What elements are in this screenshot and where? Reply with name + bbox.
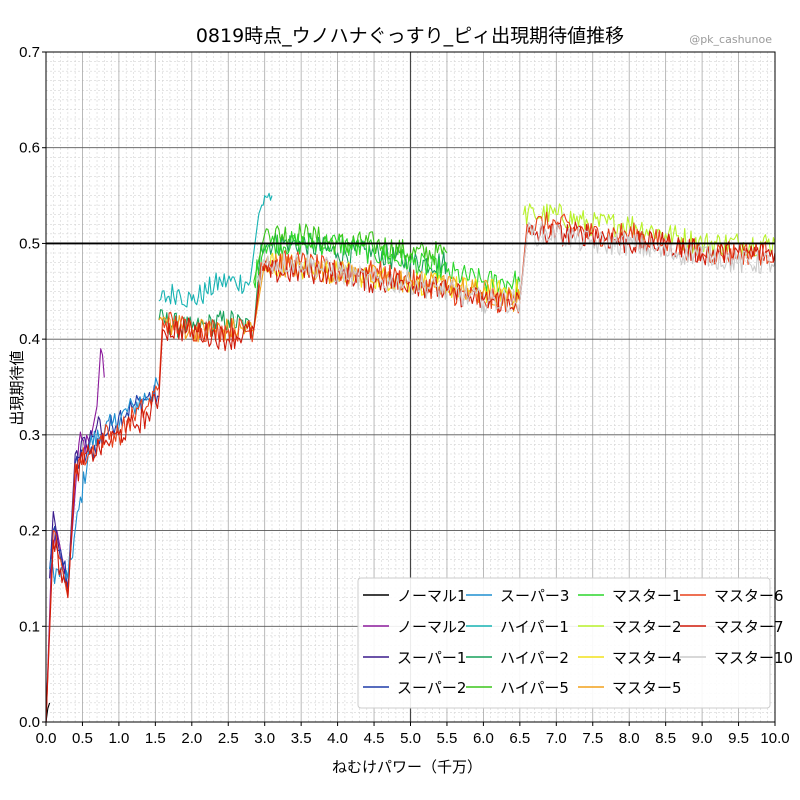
x-tick-label: 8.0 — [619, 730, 640, 747]
legend-item: スーパー3 — [466, 587, 569, 605]
y-tick-label: 0.7 — [19, 44, 40, 61]
x-tick-label: 1.5 — [145, 730, 166, 747]
x-tick-label: 5.5 — [437, 730, 458, 747]
legend-label: スーパー3 — [500, 587, 569, 605]
legend-label: マスター5 — [612, 679, 682, 697]
x-tick-label: 3.5 — [291, 730, 312, 747]
x-axis-label: ねむけパワー（千万） — [332, 758, 482, 776]
x-axis-ticks: 0.0 0.5 1.0 1.5 2.0 2.5 3.0 3.5 4.0 4.5 5.0 5.5 6.0 6… — [36, 722, 790, 747]
y-axis-ticks: 0.0 0.1 0.2 0.3 0.4 0.5 0.6 0.7 — [19, 44, 46, 731]
series-line-14 — [256, 221, 776, 314]
x-tick-label: 5.0 — [400, 730, 421, 747]
legend-item: マスター7 — [680, 618, 784, 636]
series-layer — [45, 192, 776, 723]
x-tick-label: 6.0 — [473, 730, 494, 747]
x-tick-label: 1.0 — [108, 730, 129, 747]
chart-credit: @pk_cashunoe — [689, 33, 772, 46]
legend-label: ハイパー5 — [500, 679, 569, 697]
y-tick-label: 0.0 — [19, 714, 40, 731]
y-tick-label: 0.6 — [19, 140, 40, 157]
legend-item: ノーマル2 — [363, 618, 467, 636]
legend-label: スーパー1 — [397, 649, 466, 667]
y-tick-label: 0.4 — [19, 331, 40, 348]
legend-label: マスター10 — [714, 649, 793, 667]
y-tick-label: 0.5 — [19, 235, 40, 252]
legend-label: ノーマル2 — [397, 618, 467, 636]
x-tick-label: 0.5 — [72, 730, 93, 747]
y-tick-label: 0.3 — [19, 427, 40, 444]
x-tick-label: 9.5 — [728, 730, 749, 747]
legend-item: マスター4 — [578, 649, 682, 667]
legend-item: ノーマル1 — [363, 587, 467, 605]
legend-item: マスター2 — [578, 618, 682, 636]
chart-title: 0819時点_ウノハナぐっすり_ピィ出現期待値推移 — [196, 25, 624, 47]
x-tick-label: 10.0 — [760, 730, 789, 747]
x-tick-label: 9.0 — [692, 730, 713, 747]
legend-item: マスター6 — [680, 587, 784, 605]
x-tick-label: 4.0 — [327, 730, 348, 747]
legend-item: マスター5 — [578, 679, 682, 697]
legend-label: マスター4 — [612, 649, 682, 667]
legend-item: マスター1 — [578, 587, 682, 605]
legend-label: マスター2 — [612, 618, 682, 636]
series-line-9 — [522, 203, 776, 257]
x-tick-label: 2.5 — [218, 730, 239, 747]
x-tick-label: 2.0 — [181, 730, 202, 747]
x-tick-label: 0.0 — [36, 730, 57, 747]
y-axis-label: 出現期待値 — [8, 350, 26, 425]
legend-label: スーパー2 — [397, 679, 466, 697]
legend-item: スーパー2 — [363, 679, 466, 697]
legend: ノーマル1 ノーマル2 スーパー1 スーパー2 スーパー3 ハイパー1 ハイパー2 ハイパー5… — [357, 577, 793, 709]
legend-label: マスター7 — [714, 618, 784, 636]
legend-label: マスター1 — [612, 587, 682, 605]
x-tick-label: 3.0 — [254, 730, 275, 747]
legend-label: ハイパー1 — [500, 618, 569, 636]
legend-box — [357, 577, 771, 709]
x-tick-label: 7.5 — [582, 730, 603, 747]
legend-item: ハイパー2 — [466, 649, 569, 667]
x-tick-label: 8.5 — [655, 730, 676, 747]
series-line-5 — [158, 192, 273, 308]
x-tick-label: 6.5 — [509, 730, 530, 747]
legend-item: マスター10 — [680, 649, 793, 667]
legend-item: スーパー1 — [363, 649, 466, 667]
legend-item: ハイパー5 — [466, 679, 569, 697]
y-tick-label: 0.2 — [19, 523, 40, 540]
legend-label: ハイパー2 — [500, 649, 569, 667]
x-tick-label: 4.5 — [364, 730, 385, 747]
series-line-2 — [49, 416, 105, 591]
x-tick-label: 7.0 — [546, 730, 567, 747]
legend-item: ハイパー1 — [466, 618, 569, 636]
legend-label: ノーマル1 — [397, 587, 467, 605]
y-tick-label: 0.1 — [19, 618, 40, 635]
legend-label: マスター6 — [714, 587, 784, 605]
